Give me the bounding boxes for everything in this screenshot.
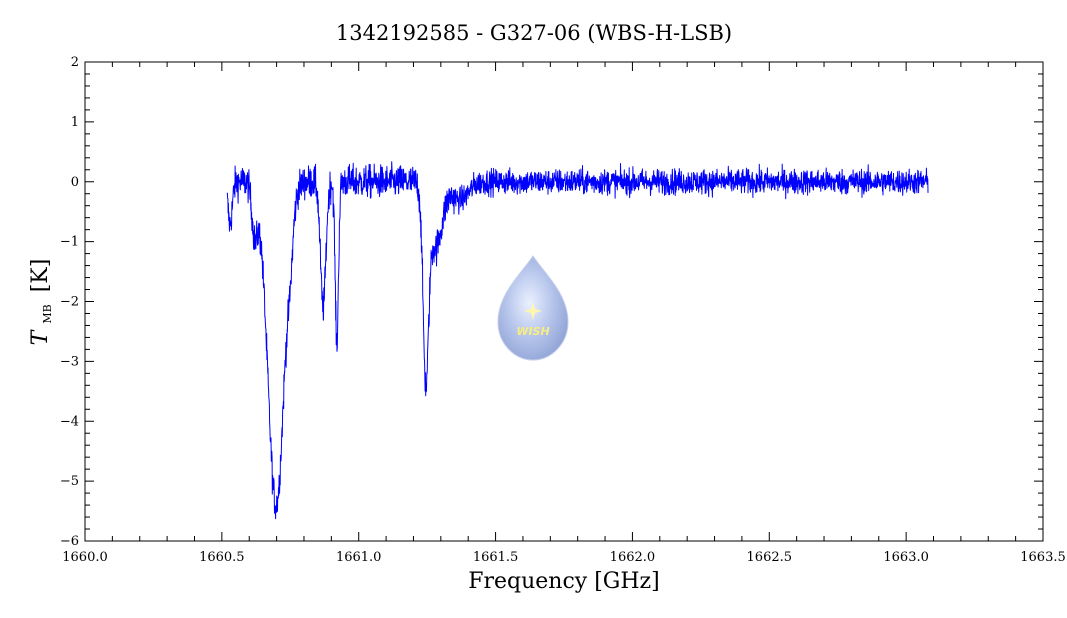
y-axis-subscript: MB: [41, 304, 54, 323]
star-icon: [524, 302, 542, 320]
y-tick-label: −5: [60, 474, 79, 489]
x-tick-label: 1661.0: [336, 550, 382, 565]
y-tick-label: −1: [60, 235, 79, 250]
x-tick-label: 1663.5: [1020, 550, 1066, 565]
axis-ticks: [84, 61, 1044, 542]
x-tick-label: 1662.0: [610, 550, 656, 565]
wish-logo-text: WISH: [516, 325, 549, 338]
x-tick-label: 1660.0: [62, 550, 108, 565]
y-tick-label: −2: [60, 295, 79, 310]
x-tick-labels: 1660.0 1660.5 1661.0 1661.5 1662.0 1662.5 1663…: [62, 550, 1066, 565]
x-tick-label: 1660.5: [199, 550, 245, 565]
y-tick-label: 2: [71, 55, 79, 70]
x-tick-label: 1661.5: [473, 550, 519, 565]
series-line: [226, 161, 929, 520]
wish-logo: WISH: [497, 255, 569, 361]
y-tick-label: 1: [71, 115, 79, 130]
y-tick-label: 0: [71, 175, 79, 190]
svg-text:T MB [K]: T MB [K]: [28, 259, 57, 346]
y-tick-label: −4: [60, 414, 79, 429]
x-tick-label: 1662.5: [747, 550, 793, 565]
y-tick-label: −6: [60, 534, 79, 549]
y-axis-unit: [K]: [28, 259, 53, 293]
x-tick-label: 1663.0: [883, 550, 929, 565]
y-axis-label: T MB [K]: [28, 259, 57, 346]
x-axis-label: Frequency [GHz]: [468, 569, 660, 594]
y-tick-label: −3: [60, 354, 79, 369]
chart-title: 1342192585 - G327-06 (WBS-H-LSB): [336, 21, 732, 45]
y-tick-labels: 2 1 0 −1 −2 −3 −4 −5 −6: [60, 55, 79, 549]
y-axis-symbol: T: [28, 328, 53, 345]
